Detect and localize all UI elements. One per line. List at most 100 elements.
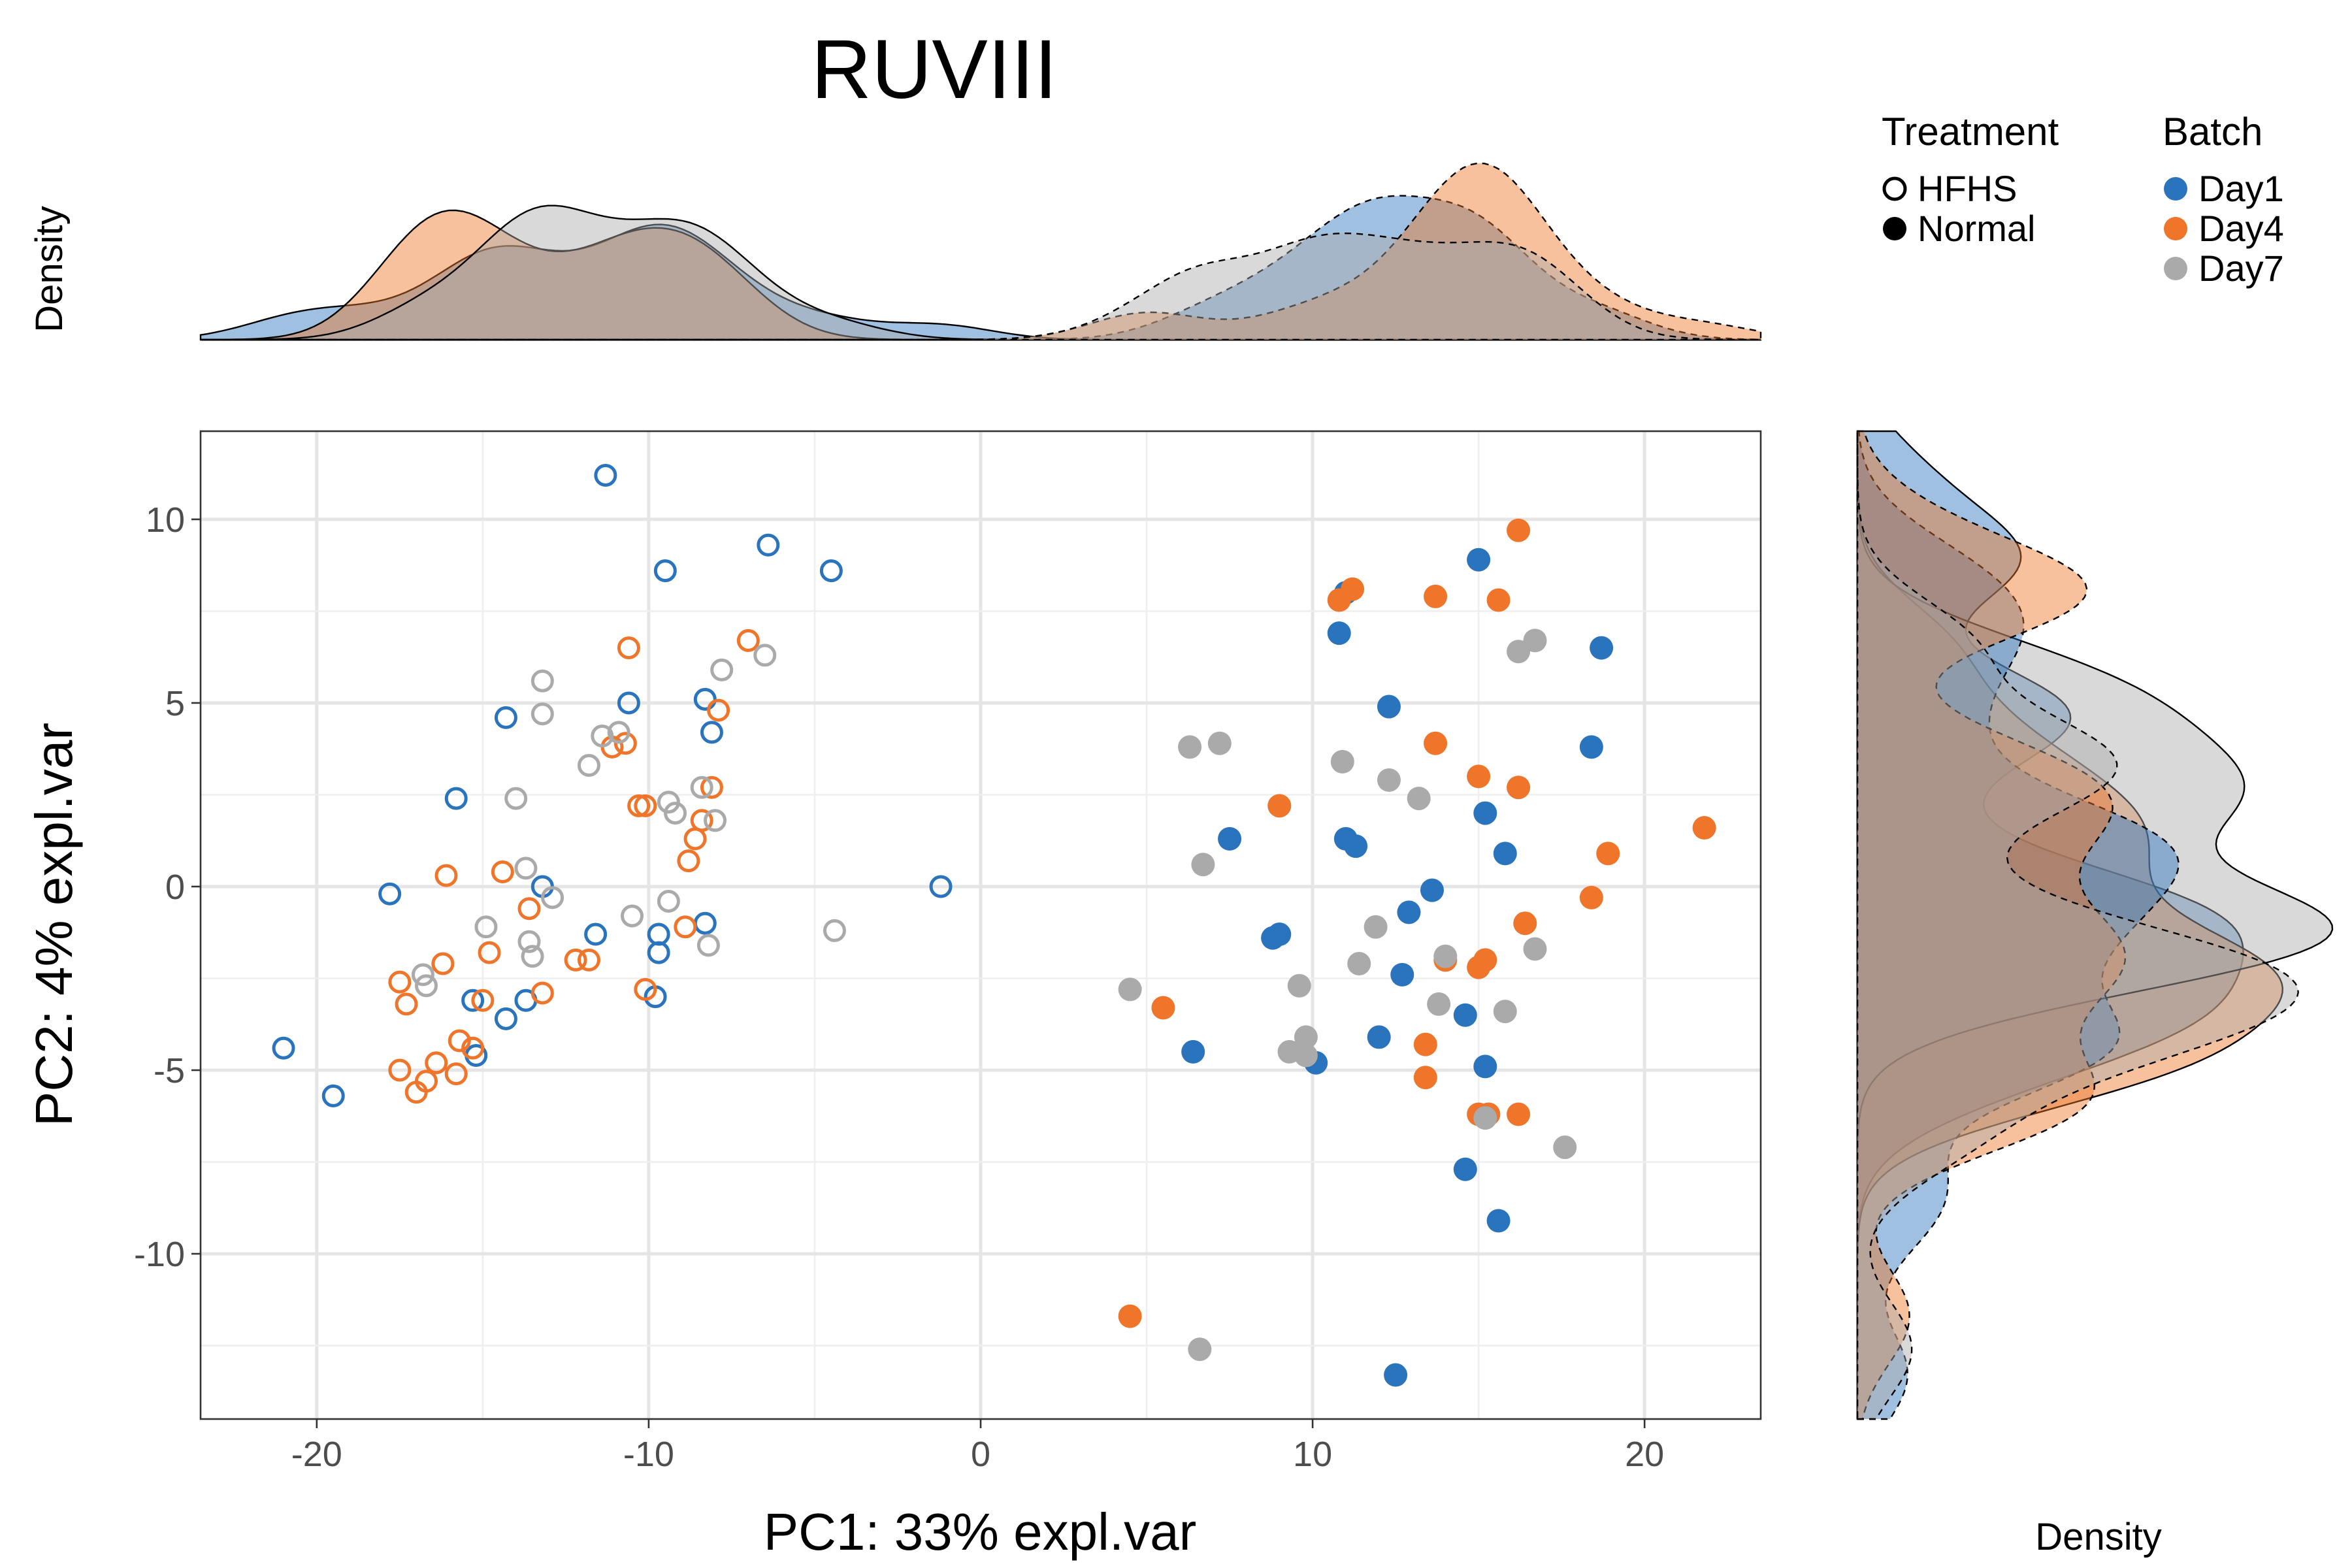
top-density-day7-normal <box>201 232 1761 341</box>
point-day1-normal <box>1384 1363 1408 1387</box>
point-day7-hfhs <box>753 644 777 667</box>
point-day1-hfhs <box>378 882 402 906</box>
point-day4-hfhs <box>634 977 657 1001</box>
point-day7-hfhs <box>531 702 554 726</box>
point-day1-hfhs <box>461 988 485 1012</box>
point-day4-hfhs <box>531 981 554 1005</box>
legend-day1-label: Day1 <box>2198 168 2284 209</box>
y-axis-ticks: -10 -5 0 5 10 <box>134 500 201 1274</box>
point-day4-normal <box>1486 588 1511 612</box>
point-day7-hfhs <box>474 915 498 939</box>
point-day7-normal <box>1493 1000 1517 1024</box>
legend-item-day4: Day4 <box>2164 208 2284 249</box>
point-day4-hfhs <box>690 809 713 832</box>
x-tick-label: 20 <box>1625 1435 1664 1474</box>
y-tick-label: 0 <box>165 868 185 907</box>
legend-treatment-title: Treatment <box>1882 110 2059 154</box>
point-day4-normal <box>1424 584 1448 608</box>
point-day1-hfhs <box>594 463 617 487</box>
right-density-panel <box>1856 430 2334 1420</box>
point-day7-normal <box>1330 749 1354 774</box>
y-tick-label: 10 <box>146 500 185 540</box>
point-day4-hfhs <box>674 915 697 939</box>
point-day4-hfhs <box>617 636 640 660</box>
point-day7-hfhs <box>517 930 541 953</box>
legend-day7-swatch-icon <box>2164 257 2187 280</box>
point-day1-hfhs <box>617 691 640 715</box>
point-day1-normal <box>1420 878 1444 902</box>
x-tick-label: -10 <box>623 1435 674 1474</box>
point-day1-normal <box>1397 900 1421 924</box>
point-day4-hfhs <box>577 948 600 972</box>
right-density-axis-label: Density <box>2035 1516 2161 1558</box>
point-day7-normal <box>1191 853 1215 877</box>
point-day4-normal <box>1596 841 1620 866</box>
point-day4-hfhs <box>627 794 651 817</box>
point-day1-hfhs <box>272 1036 295 1060</box>
top-density-panel <box>199 162 1762 341</box>
point-day7-hfhs <box>591 725 614 748</box>
point-day4-hfhs <box>395 992 418 1016</box>
point-day1-normal <box>1493 841 1517 866</box>
point-day4-normal <box>1507 1102 1531 1126</box>
point-day7-normal <box>1287 973 1311 998</box>
legend-normal-label: Normal <box>1918 208 2035 249</box>
point-day1-hfhs <box>321 1084 345 1107</box>
point-day1-hfhs <box>653 559 677 583</box>
point-day7-normal <box>1364 915 1388 939</box>
point-day1-hfhs <box>819 559 843 583</box>
point-day1-hfhs <box>444 787 468 810</box>
legend-day7-label: Day7 <box>2198 248 2284 289</box>
point-day1-normal <box>1367 1025 1391 1049</box>
legend-day1-swatch-icon <box>2164 177 2187 201</box>
legend-item-day7: Day7 <box>2164 248 2284 289</box>
point-day7-normal <box>1207 731 1232 755</box>
point-day1-normal <box>1377 694 1401 719</box>
point-day7-normal <box>1507 640 1531 664</box>
point-day4-normal <box>1507 518 1531 542</box>
x-tick-label: 10 <box>1293 1435 1332 1474</box>
point-day4-hfhs <box>736 629 760 652</box>
point-day1-normal <box>1590 636 1614 660</box>
point-day7-normal <box>1473 1106 1497 1130</box>
point-day4-hfhs <box>634 794 657 817</box>
point-day4-normal <box>1579 885 1603 909</box>
legend-batch-title: Batch <box>2163 110 2262 154</box>
point-day1-hfhs <box>647 941 670 964</box>
legend-filled-circle-icon <box>1883 217 1906 240</box>
legend-item-hfhs: HFHS <box>1882 168 2017 209</box>
point-day7-normal <box>1294 1025 1318 1049</box>
point-day4-normal <box>1118 1304 1142 1328</box>
point-day1-normal <box>1579 735 1603 759</box>
point-day1-hfhs <box>693 687 717 711</box>
point-day4-hfhs <box>517 897 541 921</box>
point-day7-hfhs <box>710 658 734 681</box>
x-tick-label: -20 <box>291 1435 342 1474</box>
point-day7-normal <box>1553 1135 1577 1160</box>
legend-open-circle-icon <box>1882 176 1907 201</box>
point-day1-normal <box>1486 1209 1511 1233</box>
point-day1-hfhs <box>757 533 780 557</box>
point-day1-hfhs <box>494 706 517 729</box>
point-day4-hfhs <box>491 860 514 883</box>
y-axis-title: PC2: 4% expl.var <box>25 723 83 1126</box>
top-density-axis-label: Density <box>28 206 71 332</box>
point-day7-hfhs <box>657 791 680 814</box>
point-day1-normal <box>1181 1039 1205 1064</box>
point-day1-hfhs <box>929 875 953 898</box>
point-day7-hfhs <box>696 934 720 957</box>
scatter-panel: -20 -10 0 10 20 -10 -5 0 5 10 <box>134 430 1762 1474</box>
point-day7-normal <box>1523 937 1547 961</box>
point-day4-hfhs <box>388 970 412 994</box>
point-day1-normal <box>1453 1157 1477 1181</box>
point-day4-hfhs <box>700 776 723 799</box>
point-day1-normal <box>1267 923 1292 947</box>
point-day7-normal <box>1347 952 1371 976</box>
point-day1-normal <box>1218 826 1242 851</box>
point-day7-hfhs <box>823 919 846 942</box>
point-day4-hfhs <box>404 1081 428 1104</box>
point-day7-hfhs <box>704 809 727 832</box>
point-day1-normal <box>1473 801 1497 825</box>
point-day1-normal <box>1390 962 1414 987</box>
